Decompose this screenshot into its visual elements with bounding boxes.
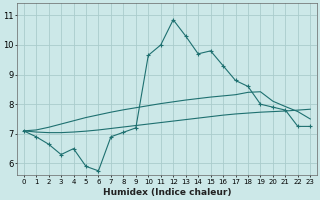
X-axis label: Humidex (Indice chaleur): Humidex (Indice chaleur) bbox=[103, 188, 231, 197]
